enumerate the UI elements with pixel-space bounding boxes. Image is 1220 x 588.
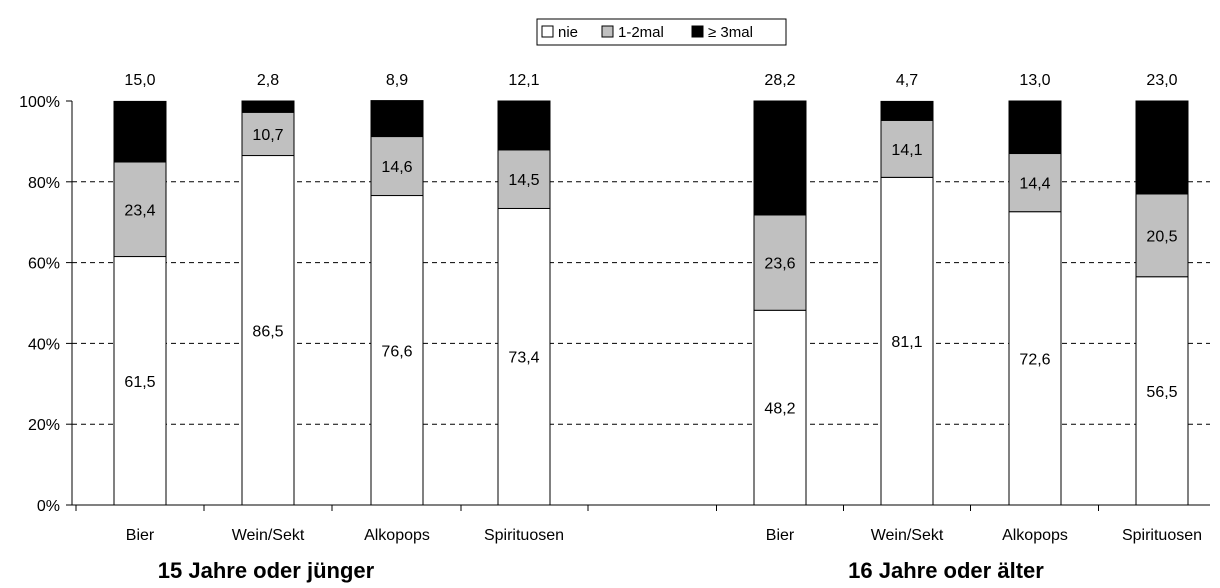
data-label: 14,4 [1019, 176, 1050, 193]
data-label-top: 28,2 [764, 72, 795, 89]
legend-label-1: nie [558, 24, 578, 41]
bar-segment-2-bier-1 [753, 309, 807, 506]
bar-segment-2-spirituosen-2 [1135, 193, 1189, 278]
data-label: 86,5 [252, 323, 283, 340]
legend-label-2: 1-2mal [618, 24, 664, 41]
data-label-top: 23,0 [1146, 72, 1177, 89]
data-label-top: 13,0 [1019, 72, 1050, 89]
category-label: Spirituosen [1122, 527, 1202, 544]
category-label: Wein/Sekt [871, 527, 944, 544]
bar-segment-1-spirituosen-1 [497, 207, 551, 506]
bar-segment-2-alkopops-1 [1008, 211, 1062, 506]
bar-segment-1-weinsekt-3 [241, 100, 295, 113]
data-label: 14,1 [891, 142, 922, 159]
y-tick-label: 60% [28, 256, 60, 273]
data-label-top: 8,9 [386, 72, 408, 89]
y-tick-label: 40% [28, 336, 60, 353]
data-label: 56,5 [1146, 384, 1177, 401]
bar-segment-1-bier-1 [113, 256, 167, 506]
bar-segment-1-bier-3 [113, 100, 167, 163]
data-label: 73,4 [508, 350, 539, 367]
category-label: Bier [126, 527, 155, 544]
data-label-top: 15,0 [124, 72, 155, 89]
y-tick-label: 0% [37, 498, 60, 515]
data-label: 48,2 [764, 401, 795, 418]
bar-segment-2-spirituosen-1 [1135, 276, 1189, 506]
y-tick-label: 80% [28, 175, 60, 192]
bar-segment-2-spirituosen-3 [1135, 100, 1189, 195]
legend-label-3: ≥ 3mal [708, 24, 753, 41]
bar-segment-1-spirituosen-2 [497, 149, 551, 209]
data-label: 72,6 [1019, 351, 1050, 368]
data-label: 20,5 [1146, 228, 1177, 245]
data-label: 23,4 [124, 202, 155, 219]
group-title: 16 Jahre oder älter [848, 558, 1044, 583]
axes: 0% 20% 40% 60% 80% 100% Bier Wein/Sekt Alkopops S… [19, 94, 1210, 583]
bar-segment-1-bier-2 [113, 161, 167, 258]
legend-swatch-3 [691, 25, 704, 38]
bar-segment-1-alkopops-3 [370, 100, 424, 138]
data-label: 14,6 [381, 159, 412, 176]
data-label-top: 12,1 [508, 72, 539, 89]
data-labels: 61,5 23,4 15,0 86,5 10,7 2,8 76,6 14,6 8,9 73,4 14… [124, 72, 1177, 418]
data-label: 81,1 [891, 334, 922, 351]
bar-segment-2-weinsekt-1 [880, 176, 934, 506]
legend: nie 1-2mal ≥ 3mal [536, 18, 787, 46]
group-title: 15 Jahre oder jünger [158, 558, 375, 583]
bar-segment-2-bier-3 [753, 100, 807, 216]
legend-box [536, 18, 787, 46]
bars [113, 100, 1189, 506]
category-label: Bier [766, 527, 795, 544]
bar-segment-1-spirituosen-3 [497, 100, 551, 151]
data-label-top: 2,8 [257, 72, 279, 89]
bar-segment-1-alkopops-1 [370, 195, 424, 506]
data-label: 10,7 [252, 127, 283, 144]
legend-swatch-2 [601, 25, 614, 38]
bar-segment-2-bier-2 [753, 214, 807, 311]
category-label: Wein/Sekt [232, 527, 305, 544]
y-tick-label: 100% [19, 94, 60, 111]
category-label: Alkopops [364, 527, 430, 544]
data-label: 23,6 [764, 256, 795, 273]
data-label: 14,5 [508, 172, 539, 189]
data-label: 61,5 [124, 374, 155, 391]
y-tick-label: 20% [28, 417, 60, 434]
data-label: 76,6 [381, 343, 412, 360]
category-label: Alkopops [1002, 527, 1068, 544]
bar-segment-2-weinsekt-3 [880, 100, 934, 121]
category-label: Spirituosen [484, 527, 564, 544]
bar-segment-2-alkopops-2 [1008, 153, 1062, 213]
bar-segment-2-alkopops-3 [1008, 100, 1062, 155]
data-label-top: 4,7 [896, 72, 918, 89]
bar-segment-1-weinsekt-1 [241, 155, 295, 506]
legend-swatch-1 [541, 25, 554, 38]
